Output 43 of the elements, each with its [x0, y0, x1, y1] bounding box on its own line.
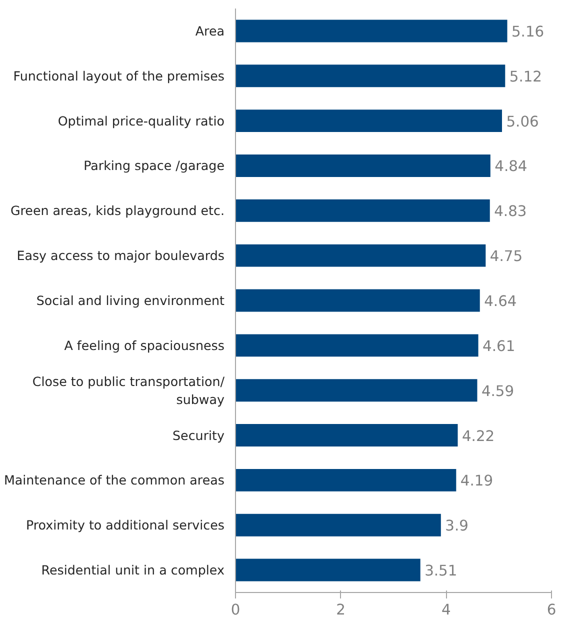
- x-tick-label: 6: [546, 602, 556, 617]
- y-tick-label: Green areas, kids playground etc.: [10, 203, 225, 218]
- x-tick-label: 0: [230, 602, 240, 617]
- data-label: 4.84: [494, 158, 528, 176]
- y-tick-label: Proximity to additional services: [26, 518, 225, 533]
- bar: [236, 558, 420, 582]
- data-label: 5.06: [506, 113, 539, 130]
- bar: [236, 64, 506, 88]
- y-tick-label: A feeling of spaciousness: [64, 338, 225, 353]
- bar: [236, 154, 490, 177]
- data-label: 4.83: [494, 203, 527, 220]
- data-label: 4.75: [490, 248, 523, 266]
- data-label: 4.59: [481, 382, 514, 400]
- y-tick-label: Easy access to major boulevards: [16, 248, 225, 264]
- data-label: 4.22: [462, 428, 495, 445]
- data-label: 3.9: [445, 518, 468, 535]
- y-tick-label: Security: [172, 428, 226, 443]
- bar: [236, 110, 502, 132]
- bar: [236, 379, 478, 402]
- data-label: 4.19: [460, 472, 494, 490]
- data-label: 4.64: [484, 293, 517, 310]
- bar: [236, 244, 486, 267]
- bar: [236, 289, 480, 312]
- data-label: 5.12: [509, 68, 542, 86]
- bar: [236, 20, 508, 42]
- bar: [236, 514, 441, 536]
- bar: [236, 334, 478, 357]
- y-tick-label: Close to public transportation/ subway: [32, 374, 226, 407]
- data-label: 4.61: [482, 338, 516, 355]
- y-tick-label: Functional layout of the premises: [13, 68, 225, 84]
- data-label: 3.51: [424, 562, 458, 580]
- y-tick-label: Social and living environment: [36, 293, 225, 308]
- bar: [236, 424, 458, 446]
- x-tick-label: 4: [442, 602, 451, 617]
- bar: [236, 468, 456, 492]
- x-tick-label: 2: [336, 602, 346, 617]
- bar: [236, 199, 490, 222]
- y-tick-label: Residential unit in a complex: [41, 562, 226, 578]
- y-tick-label: Optimal price-quality ratio: [58, 113, 225, 128]
- y-tick-label: Area: [195, 23, 225, 38]
- y-tick-label: Parking space /garage: [84, 158, 225, 174]
- y-tick-label: Maintenance of the common areas: [4, 472, 225, 488]
- data-label: 5.16: [511, 23, 544, 40]
